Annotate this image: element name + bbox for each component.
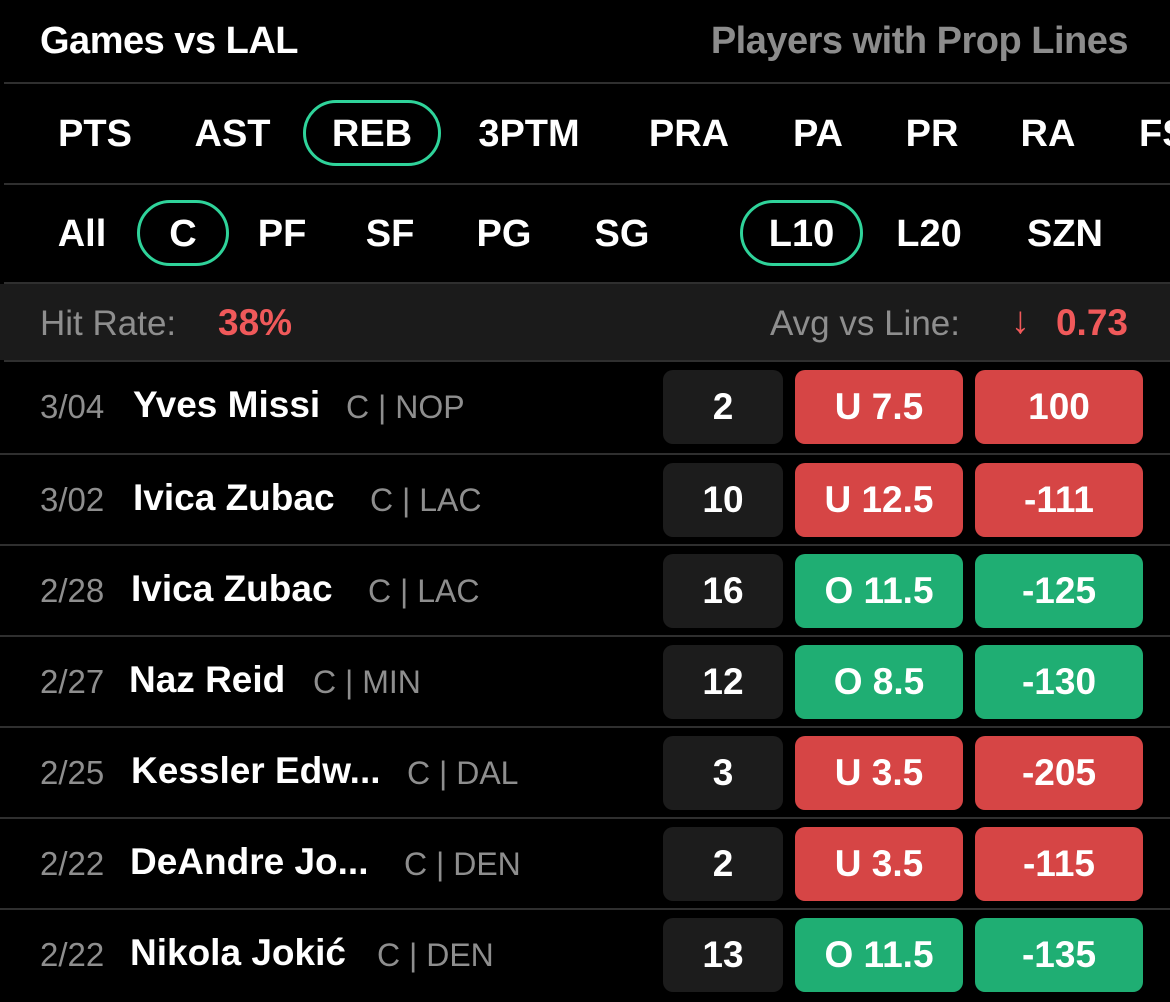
avg-vs-line-value: 0.73 — [1055, 302, 1128, 343]
game-row[interactable]: 2/25 Kessler Edw... C | DAL 3 U 3.5 -205 — [0, 726, 1170, 817]
game-date: 3/04 — [40, 388, 105, 425]
stat-tabs: PTS AST REB 3PTM PRA PA PR RA FS — [0, 84, 1170, 184]
tab-fs[interactable]: FS — [1139, 113, 1170, 155]
hit-rate-label: Hit Rate: — [40, 304, 177, 343]
filter-row: All C PF SF PG SG L10 L20 SZN — [0, 186, 1170, 282]
tab-pts[interactable]: PTS — [58, 113, 132, 155]
game-date: 3/02 — [40, 481, 105, 518]
divider — [4, 82, 1170, 84]
stat-value: 12 — [663, 645, 783, 719]
game-row[interactable]: 2/27 Naz Reid C | MIN 12 O 8.5 -130 — [0, 635, 1170, 726]
player-name: DeAndre Jo... — [130, 841, 369, 882]
prop-odds[interactable]: -125 — [975, 554, 1143, 628]
tab-pr[interactable]: PR — [905, 113, 959, 155]
player-name: Ivica Zubac — [133, 477, 335, 518]
prop-line[interactable]: U 12.5 — [795, 463, 963, 537]
game-date: 2/25 — [40, 754, 105, 791]
player-name: Naz Reid — [129, 659, 286, 700]
game-date: 2/28 — [40, 572, 105, 609]
position-sf[interactable]: SF — [365, 213, 415, 255]
divider — [4, 360, 1170, 362]
prop-line[interactable]: U 3.5 — [795, 736, 963, 810]
stat-value: 10 — [663, 463, 783, 537]
prop-line[interactable]: O 8.5 — [795, 645, 963, 719]
game-row[interactable]: 3/04 Yves Missi C | NOP 2 U 7.5 100 — [0, 362, 1170, 453]
arrow-down-icon: ↓ — [1011, 300, 1030, 342]
header: Games vs LAL Players with Prop Lines — [0, 0, 1170, 84]
player-name: Ivica Zubac — [131, 568, 333, 609]
position-pf[interactable]: PF — [257, 213, 307, 255]
player-position-team: C | MIN — [313, 664, 421, 700]
player-position-team: C | DEN — [404, 846, 521, 882]
player-position-team: C | DAL — [407, 755, 519, 791]
stat-value: 13 — [663, 918, 783, 992]
prop-odds[interactable]: -130 — [975, 645, 1143, 719]
players-with-prop-lines-link[interactable]: Players with Prop Lines — [710, 20, 1129, 62]
prop-odds[interactable]: -111 — [975, 463, 1143, 537]
player-name: Kessler Edw... — [131, 750, 381, 791]
tab-ra[interactable]: RA — [1020, 113, 1076, 155]
player-position-team: C | LAC — [370, 482, 482, 518]
position-all[interactable]: All — [57, 213, 107, 255]
prop-odds[interactable]: -115 — [975, 827, 1143, 901]
divider — [4, 282, 1170, 284]
position-pg[interactable]: PG — [476, 213, 532, 255]
game-row[interactable]: 2/22 Nikola Jokić C | DEN 13 O 11.5 -135 — [0, 908, 1170, 999]
prop-line[interactable]: U 7.5 — [795, 370, 963, 444]
game-date: 2/22 — [40, 845, 105, 882]
player-position-team: C | DEN — [377, 937, 494, 973]
range-szn[interactable]: SZN — [1027, 213, 1103, 255]
prop-odds[interactable]: 100 — [975, 370, 1143, 444]
prop-odds[interactable]: -135 — [975, 918, 1143, 992]
stat-value: 2 — [663, 370, 783, 444]
position-sg[interactable]: SG — [594, 213, 650, 255]
tab-3ptm[interactable]: 3PTM — [478, 113, 580, 155]
tab-pra[interactable]: PRA — [648, 113, 730, 155]
game-date: 2/27 — [40, 663, 105, 700]
divider — [4, 183, 1170, 185]
prop-odds[interactable]: -205 — [975, 736, 1143, 810]
page-title: Games vs LAL — [40, 20, 299, 62]
player-position-team: C | NOP — [346, 389, 465, 425]
prop-line[interactable]: O 11.5 — [795, 918, 963, 992]
player-name: Nikola Jokić — [130, 932, 346, 973]
game-row[interactable]: 2/22 DeAndre Jo... C | DEN 2 U 3.5 -115 — [0, 817, 1170, 908]
range-l10[interactable]: L10 — [740, 200, 863, 266]
hit-rate-value: 38% — [218, 302, 293, 343]
range-l20[interactable]: L20 — [896, 213, 962, 255]
tab-pa[interactable]: PA — [793, 113, 843, 155]
game-row[interactable]: 3/02 Ivica Zubac C | LAC 10 U 12.5 -111 — [0, 453, 1170, 544]
avg-vs-line-label: Avg vs Line: — [769, 304, 960, 343]
tab-reb[interactable]: REB — [303, 100, 441, 166]
prop-line[interactable]: U 3.5 — [795, 827, 963, 901]
player-position-team: C | LAC — [368, 573, 480, 609]
tab-ast[interactable]: AST — [194, 113, 271, 155]
prop-line[interactable]: O 11.5 — [795, 554, 963, 628]
position-c[interactable]: C — [137, 200, 229, 266]
game-row[interactable]: 2/28 Ivica Zubac C | LAC 16 O 11.5 -125 — [0, 544, 1170, 635]
games-list: 3/04 Yves Missi C | NOP 2 U 7.5 100 3/02… — [0, 362, 1170, 999]
stat-value: 2 — [663, 827, 783, 901]
game-date: 2/22 — [40, 936, 105, 973]
stat-value: 3 — [663, 736, 783, 810]
player-name: Yves Missi — [133, 384, 321, 425]
stat-value: 16 — [663, 554, 783, 628]
summary-bar: Hit Rate: 38% Avg vs Line: ↓ 0.73 — [0, 284, 1170, 360]
